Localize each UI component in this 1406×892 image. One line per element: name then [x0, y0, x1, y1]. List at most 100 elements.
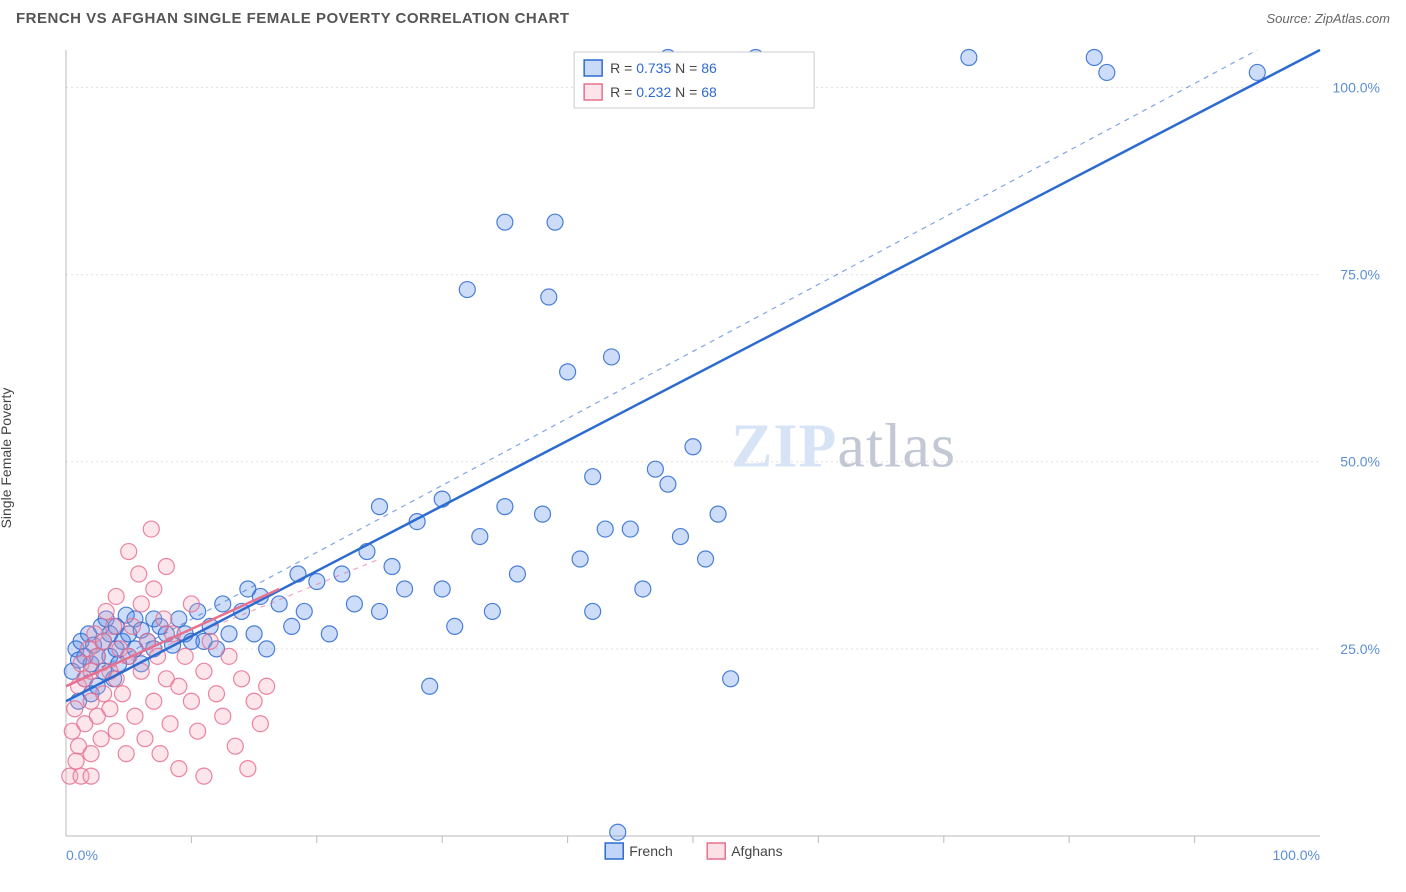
data-point: [610, 824, 626, 840]
data-point: [422, 678, 438, 694]
data-point: [89, 648, 105, 664]
data-point: [271, 596, 287, 612]
data-point: [698, 551, 714, 567]
y-tick-label: 100.0%: [1333, 79, 1380, 95]
x-tick-label: 100.0%: [1273, 847, 1320, 863]
data-point: [162, 716, 178, 732]
data-point: [102, 701, 118, 717]
data-point: [296, 603, 312, 619]
data-point: [622, 521, 638, 537]
data-point: [484, 603, 500, 619]
data-point: [509, 566, 525, 582]
data-point: [346, 596, 362, 612]
data-point: [547, 214, 563, 230]
data-point: [221, 648, 237, 664]
source-label: Source: ZipAtlas.com: [1266, 11, 1390, 26]
data-point: [83, 746, 99, 762]
data-point: [372, 603, 388, 619]
data-point: [177, 648, 193, 664]
y-tick-label: 50.0%: [1340, 454, 1380, 470]
data-point: [234, 671, 250, 687]
data-point: [1099, 64, 1115, 80]
legend-swatch: [584, 60, 602, 76]
data-point: [215, 708, 231, 724]
data-point: [259, 641, 275, 657]
data-point: [121, 544, 137, 560]
data-point: [96, 686, 112, 702]
data-point: [158, 559, 174, 575]
data-point: [208, 686, 224, 702]
data-point: [397, 581, 413, 597]
data-point: [146, 693, 162, 709]
data-point: [472, 529, 488, 545]
data-point: [372, 499, 388, 515]
data-point: [171, 678, 187, 694]
data-point: [67, 701, 83, 717]
data-point: [118, 746, 134, 762]
data-point: [143, 521, 159, 537]
data-point: [108, 723, 124, 739]
y-axis-label: Single Female Poverty: [0, 388, 14, 529]
data-point: [215, 596, 231, 612]
data-point: [196, 768, 212, 784]
legend-label: Afghans: [731, 843, 782, 859]
data-point: [98, 603, 114, 619]
data-point: [1086, 49, 1102, 65]
data-point: [384, 559, 400, 575]
data-point: [221, 626, 237, 642]
legend-swatch: [605, 843, 623, 859]
data-point: [252, 716, 268, 732]
data-point: [685, 439, 701, 455]
data-point: [133, 596, 149, 612]
data-point: [246, 693, 262, 709]
trend-line: [66, 50, 1320, 701]
data-point: [202, 633, 218, 649]
data-point: [83, 768, 99, 784]
chart-container: Single Female Poverty 25.0%50.0%75.0%100…: [16, 40, 1390, 876]
legend-swatch: [707, 843, 725, 859]
data-point: [106, 618, 122, 634]
data-point: [710, 506, 726, 522]
data-point: [723, 671, 739, 687]
data-point: [196, 663, 212, 679]
legend-swatch: [584, 84, 602, 100]
data-point: [183, 596, 199, 612]
data-point: [660, 476, 676, 492]
data-point: [597, 521, 613, 537]
data-point: [124, 618, 140, 634]
data-point: [108, 588, 124, 604]
data-point: [585, 469, 601, 485]
data-point: [497, 214, 513, 230]
legend-stat: R = 0.735 N = 86: [610, 60, 717, 76]
data-point: [96, 633, 112, 649]
data-point: [541, 289, 557, 305]
data-point: [227, 738, 243, 754]
data-point: [152, 746, 168, 762]
data-point: [259, 678, 275, 694]
data-point: [321, 626, 337, 642]
data-point: [434, 581, 450, 597]
data-point: [647, 461, 663, 477]
data-point: [284, 618, 300, 634]
data-point: [585, 603, 601, 619]
data-point: [603, 349, 619, 365]
y-tick-label: 25.0%: [1340, 641, 1380, 657]
data-point: [127, 708, 143, 724]
data-point: [171, 761, 187, 777]
data-point: [672, 529, 688, 545]
data-point: [190, 723, 206, 739]
data-point: [447, 618, 463, 634]
trend-line-dashed: [66, 50, 1257, 686]
chart-title: FRENCH VS AFGHAN SINGLE FEMALE POVERTY C…: [16, 10, 570, 27]
legend-stat: R = 0.232 N = 68: [610, 84, 717, 100]
data-point: [156, 611, 172, 627]
y-tick-label: 75.0%: [1340, 267, 1380, 283]
data-point: [240, 761, 256, 777]
data-point: [171, 611, 187, 627]
data-point: [246, 626, 262, 642]
data-point: [497, 499, 513, 515]
data-point: [68, 753, 84, 769]
scatter-plot: 25.0%50.0%75.0%100.0%0.0%100.0%ZIPatlasR…: [56, 40, 1390, 876]
watermark: ZIPatlas: [731, 413, 956, 481]
data-point: [1249, 64, 1265, 80]
